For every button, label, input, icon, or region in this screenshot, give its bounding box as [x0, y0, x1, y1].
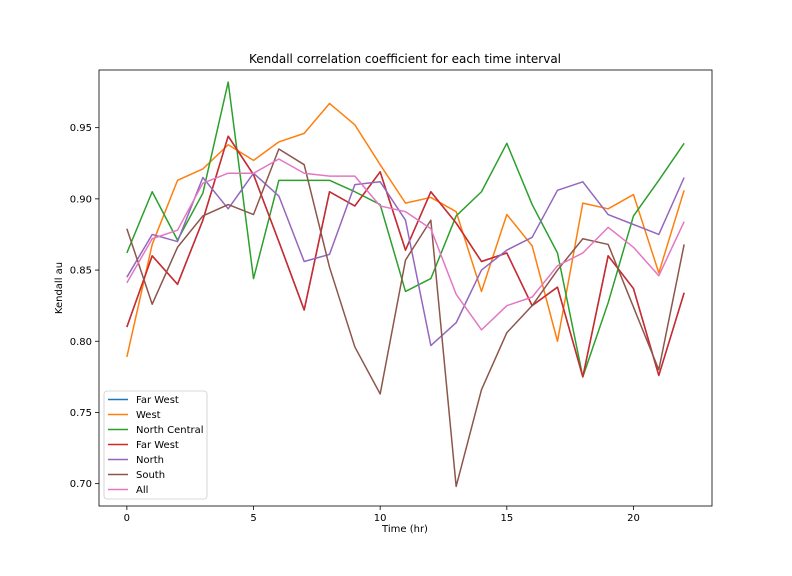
x-axis-ticks: 0 5 10 15 20	[124, 506, 640, 524]
legend-entries: Far West West North Central Far West North So…	[108, 395, 204, 496]
series-line-1	[126, 102, 685, 358]
series-line-0	[126, 135, 685, 378]
legend-label-6: All	[136, 485, 148, 496]
series-line-4	[126, 172, 685, 347]
x-tick-label-1: 5	[250, 513, 256, 524]
y-tick-label-4: 0.90	[70, 194, 92, 205]
x-tick-label-3: 15	[500, 513, 513, 524]
plot-frame	[98, 69, 713, 507]
series-line-5	[126, 148, 685, 488]
y-axis-ticks: 0.70 0.75 0.80 0.85 0.90 0.95	[70, 123, 99, 490]
legend-label-3: Far West	[136, 440, 179, 451]
x-tick-label-4: 20	[627, 513, 640, 524]
legend-label-4: North	[136, 455, 164, 466]
y-tick-label-2: 0.80	[70, 337, 92, 348]
series-layer	[126, 81, 685, 488]
y-tick-label-0: 0.70	[70, 479, 92, 490]
y-tick-label-1: 0.75	[70, 408, 92, 419]
legend: Far West West North Central Far West North So…	[103, 390, 208, 500]
x-tick-label-0: 0	[124, 513, 130, 524]
series-line-6	[126, 158, 685, 331]
y-tick-label-5: 0.95	[70, 123, 92, 134]
legend-label-5: South	[136, 470, 165, 481]
legend-box	[103, 390, 208, 500]
legend-label-2: North Central	[136, 425, 204, 436]
x-axis-label: Time (hr)	[381, 524, 428, 535]
series-line-2	[126, 81, 685, 378]
series-line-3	[126, 135, 685, 378]
legend-label-0: Far West	[136, 395, 179, 406]
y-tick-label-3: 0.85	[70, 266, 92, 277]
chart-title: Kendall correlation coefficient for each…	[249, 52, 561, 66]
y-axis-label: Kendall au	[54, 262, 65, 314]
x-tick-label-2: 10	[374, 513, 387, 524]
legend-label-1: West	[136, 410, 161, 421]
